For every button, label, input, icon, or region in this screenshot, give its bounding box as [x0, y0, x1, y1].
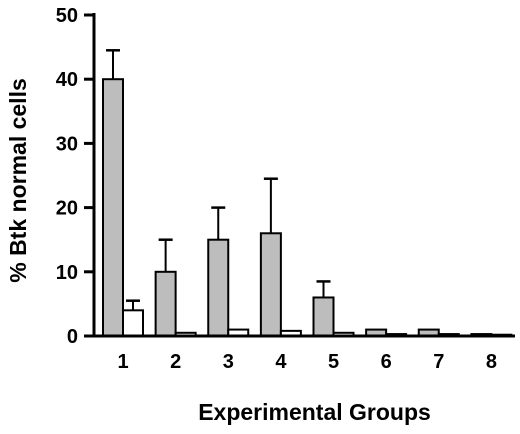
x-tick-label: 8 — [486, 351, 497, 373]
bars-layer — [103, 79, 511, 336]
bar-series-1 — [208, 240, 228, 336]
y-tick-label: 10 — [56, 262, 78, 284]
y-ticks-layer: 0 10 20 30 40 50 — [56, 5, 94, 348]
y-axis-title: % Btk normal cells — [5, 78, 31, 283]
x-tick-label: 6 — [381, 351, 392, 373]
x-tick-label: 3 — [223, 351, 234, 373]
x-tick-label: 4 — [275, 351, 287, 373]
bar-series-1 — [103, 79, 123, 336]
x-tick-label: 1 — [117, 351, 128, 373]
y-tick-label: 50 — [56, 5, 78, 27]
y-tick-label: 40 — [56, 69, 78, 91]
bar-series-1 — [261, 233, 281, 336]
bar-series-1 — [314, 297, 334, 336]
x-tick-label: 7 — [433, 351, 444, 373]
y-tick-label: 0 — [67, 326, 78, 348]
y-tick-label: 20 — [56, 198, 78, 220]
x-ticks-layer: 1 2 3 4 5 6 7 8 — [117, 351, 497, 373]
bar-series-1 — [156, 272, 176, 336]
x-tick-label: 5 — [328, 351, 339, 373]
y-tick-label: 30 — [56, 133, 78, 155]
bar-series-2 — [123, 310, 143, 336]
x-axis-title: Experimental Groups — [198, 399, 431, 425]
x-tick-label: 2 — [170, 351, 181, 373]
